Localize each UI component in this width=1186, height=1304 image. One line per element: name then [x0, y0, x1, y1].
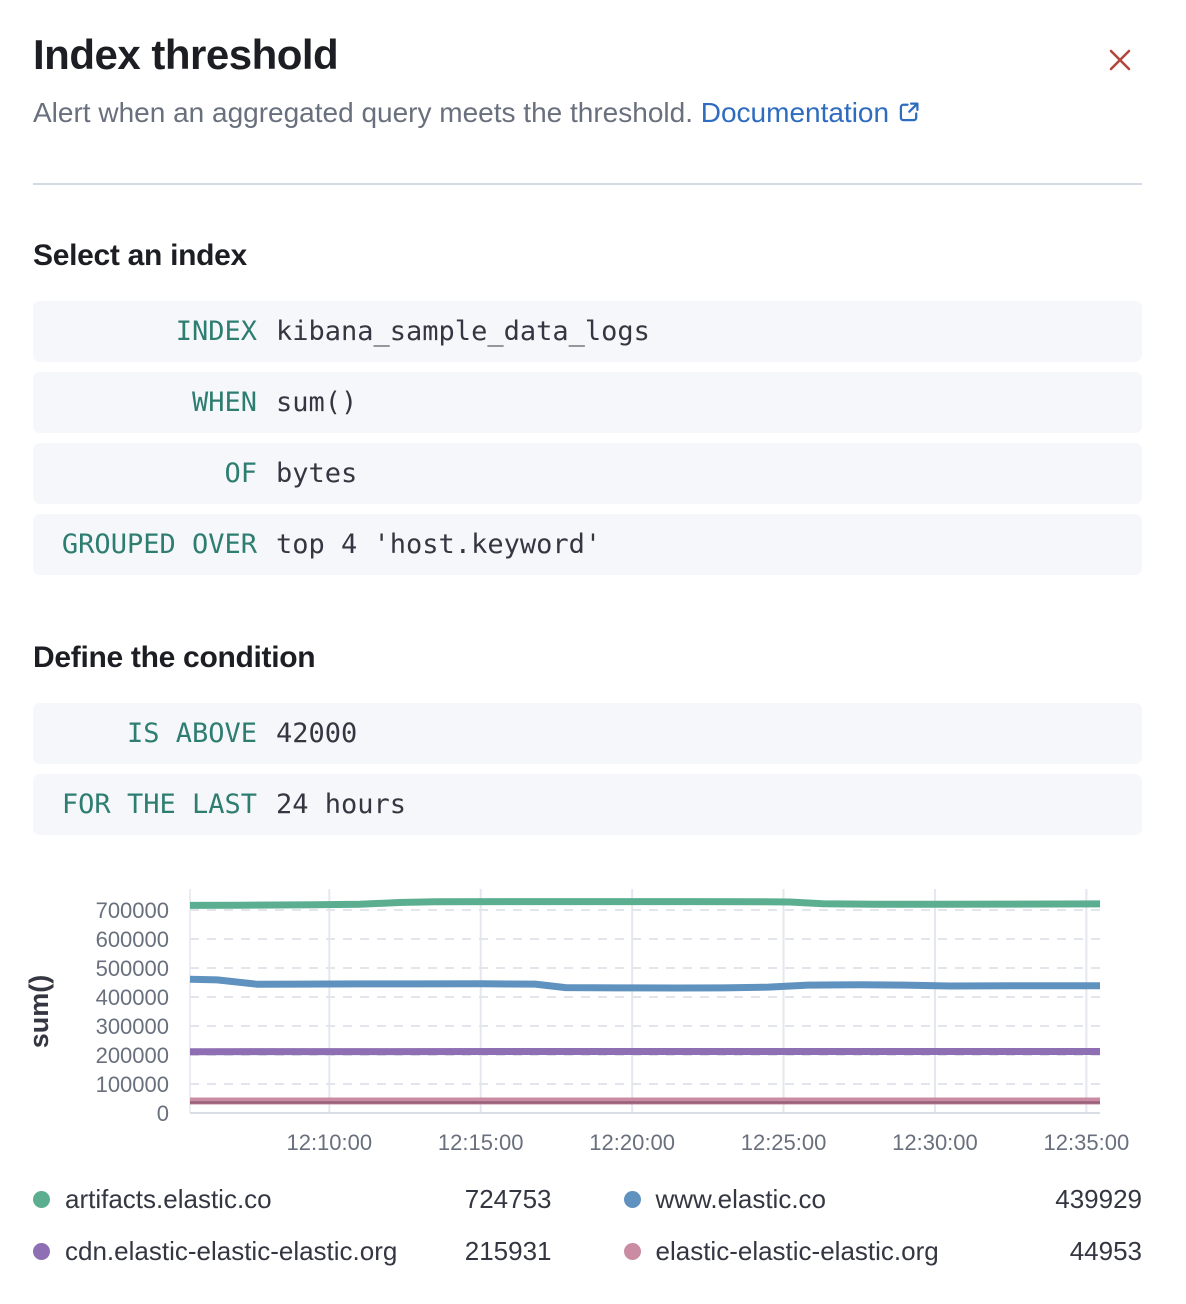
expression-grouped-over[interactable]: GROUPED OVER top 4 'host.keyword' [33, 514, 1142, 575]
series-line [189, 898, 1101, 909]
page-title: Index threshold [33, 31, 339, 78]
y-tick-label: 0 [157, 1101, 169, 1126]
x-tick-label: 12:25:00 [741, 1130, 827, 1155]
expression-value: sum() [276, 387, 358, 418]
define-condition-heading: Define the condition [33, 641, 316, 674]
external-link-icon [899, 102, 919, 122]
x-tick-label: 12:35:00 [1044, 1130, 1130, 1155]
legend-dot-icon [623, 1242, 641, 1260]
select-index-section: Select an index INDEX kibana_sample_data_… [33, 237, 1142, 575]
y-tick-label: 400000 [96, 985, 169, 1010]
expression-index[interactable]: INDEX kibana_sample_data_logs [33, 301, 1142, 362]
chart-canvas: 12:10:00 12:15:00 12:20:00 12:25:00 12:30:00… [24, 889, 1130, 1155]
series-line [189, 975, 1101, 992]
legend-dot-icon [33, 1242, 50, 1260]
threshold-preview-chart: 12:10:00 12:15:00 12:20:00 12:25:00 12:30:00… [24, 873, 1142, 1173]
legend-series-value: 439929 [1055, 1183, 1142, 1214]
flyout-description: Alert when an aggregated query meets the… [33, 96, 1142, 130]
y-tick-label: 200000 [96, 1043, 169, 1068]
x-tick-label: 12:15:00 [438, 1130, 524, 1155]
header-divider [33, 183, 1142, 185]
flyout-header: Index threshold Alert when an aggregated… [33, 30, 1142, 130]
y-tick-label: 500000 [96, 956, 169, 981]
legend-dot-icon [33, 1190, 50, 1208]
expression-keyword: FOR THE LAST [61, 789, 257, 820]
legend-item: www.elastic.co 439929 [623, 1181, 1142, 1217]
expression-value: top 4 'host.keyword' [276, 529, 602, 560]
y-tick-label: 700000 [96, 898, 169, 923]
documentation-link[interactable]: Documentation [701, 97, 921, 128]
chart-legend: artifacts.elastic.co 724753 www.elastic.co… [33, 1181, 1142, 1269]
x-tick-label: 12:20:00 [589, 1130, 675, 1155]
y-axis-title: sum() [24, 975, 54, 1049]
legend-series-name: www.elastic.co [655, 1183, 827, 1214]
expression-for-the-last[interactable]: FOR THE LAST 24 hours [33, 774, 1142, 835]
index-threshold-flyout: Index threshold Alert when an aggregated… [24, 30, 1142, 1269]
legend-series-value: 724753 [464, 1183, 552, 1214]
legend-series-name: cdn.elastic-elastic-elastic.org [65, 1235, 398, 1266]
legend-series-value: 44953 [1069, 1235, 1142, 1266]
legend-dot-icon [623, 1190, 641, 1208]
legend-series-value: 215931 [464, 1235, 552, 1266]
close-icon [1109, 49, 1131, 71]
description-text: Alert when an aggregated query meets the… [33, 97, 693, 128]
y-tick-label: 300000 [96, 1014, 169, 1039]
expression-value: kibana_sample_data_logs [276, 316, 650, 347]
legend-item: artifacts.elastic.co 724753 [33, 1181, 552, 1217]
legend-item: cdn.elastic-elastic-elastic.org 215931 [33, 1233, 552, 1269]
expression-value: bytes [276, 458, 358, 489]
expression-keyword: GROUPED OVER [61, 529, 257, 560]
close-button[interactable] [1098, 38, 1142, 82]
condition-expression-rows: IS ABOVE 42000 FOR THE LAST 24 hours [33, 703, 1142, 835]
legend-series-name: elastic-elastic-elastic.org [655, 1235, 939, 1266]
expression-value: 42000 [276, 718, 358, 749]
expression-of[interactable]: OF bytes [33, 443, 1142, 504]
expression-when[interactable]: WHEN sum() [33, 372, 1142, 433]
legend-item: elastic-elastic-elastic.org 44953 [623, 1233, 1142, 1269]
expression-keyword: INDEX [175, 316, 257, 347]
x-tick-label: 12:10:00 [286, 1130, 372, 1155]
expression-is-above[interactable]: IS ABOVE 42000 [33, 703, 1142, 764]
expression-keyword: IS ABOVE [126, 718, 257, 749]
x-tick-label: 12:30:00 [892, 1130, 978, 1155]
expression-keyword: OF [224, 458, 257, 489]
legend-series-name: artifacts.elastic.co [65, 1183, 272, 1214]
select-index-heading: Select an index [33, 239, 247, 272]
expression-value: 24 hours [276, 789, 407, 820]
index-expression-rows: INDEX kibana_sample_data_logs WHEN sum() OF b… [33, 301, 1142, 575]
y-tick-label: 600000 [96, 927, 169, 952]
define-condition-section: Define the condition IS ABOVE 42000 FOR TH… [33, 639, 1142, 835]
expression-keyword: WHEN [191, 387, 257, 418]
y-tick-label: 100000 [96, 1072, 169, 1097]
